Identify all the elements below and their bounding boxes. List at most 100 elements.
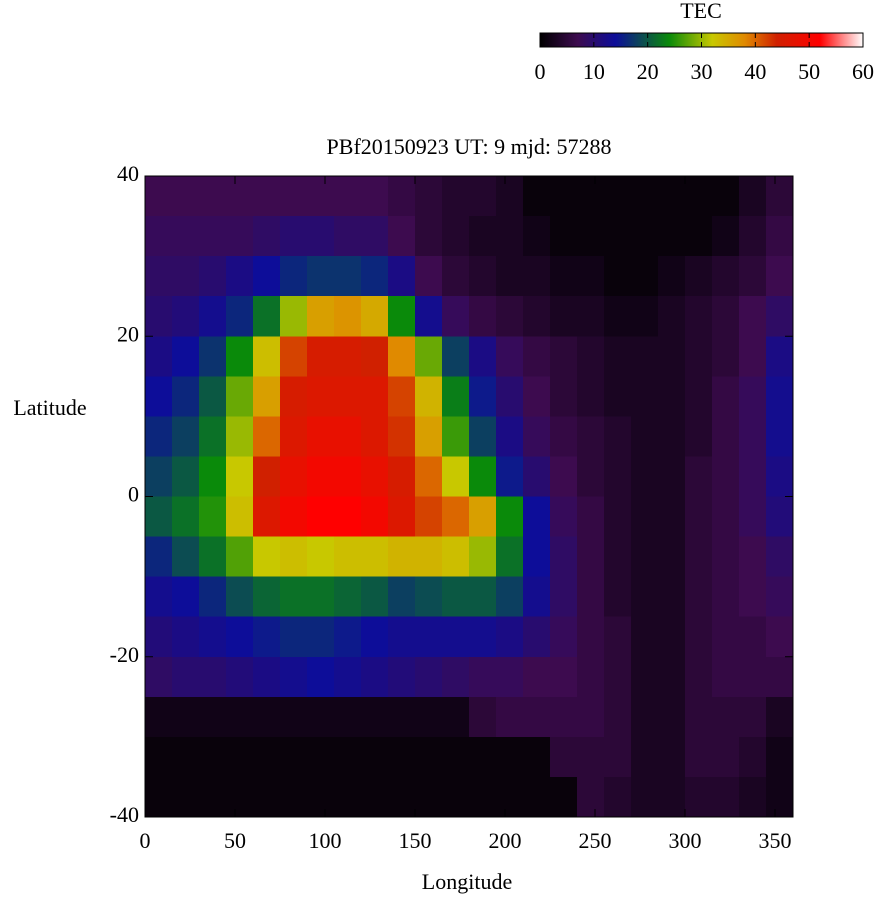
- colorbar-tick-label: 40: [744, 59, 766, 84]
- heatmap-cell: [550, 536, 578, 578]
- heatmap-cell: [334, 616, 362, 658]
- y-tick-label: -40: [110, 802, 139, 827]
- heatmap-cell: [604, 256, 632, 297]
- heatmap-cell: [496, 176, 524, 217]
- heatmap-cell: [604, 616, 632, 658]
- heatmap-cell: [685, 456, 713, 498]
- heatmap-cell: [766, 616, 794, 658]
- heatmap-cell: [523, 536, 551, 578]
- heatmap-cell: [685, 616, 713, 658]
- heatmap-cell: [658, 216, 686, 257]
- heatmap-cell: [604, 776, 632, 818]
- heatmap-cell: [280, 536, 308, 578]
- heatmap-cell: [550, 216, 578, 257]
- heatmap-cell: [442, 176, 470, 217]
- heatmap-cell: [631, 256, 659, 297]
- heatmap-cell: [388, 736, 416, 778]
- heatmap-cell: [442, 576, 470, 618]
- heatmap-cell: [739, 256, 767, 297]
- heatmap-cell: [226, 416, 254, 458]
- heatmap-cell: [766, 456, 794, 498]
- heatmap-cell: [685, 776, 713, 818]
- heatmap-cell: [712, 616, 740, 658]
- colorbar-tick-label: 60: [852, 59, 874, 84]
- heatmap-cell: [307, 736, 335, 778]
- heatmap-cell: [658, 496, 686, 538]
- heatmap-cell: [766, 496, 794, 538]
- heatmap-cell: [523, 736, 551, 778]
- heatmap-cell: [145, 456, 173, 498]
- heatmap-cell: [496, 736, 524, 778]
- heatmap-cell: [199, 456, 227, 498]
- heatmap-cell: [442, 776, 470, 818]
- heatmap-cell: [145, 736, 173, 778]
- heatmap-cell: [577, 376, 605, 417]
- heatmap-cell: [361, 296, 389, 337]
- heatmap-cell: [388, 456, 416, 498]
- heatmap-cell: [496, 536, 524, 578]
- heatmap-cell: [469, 456, 497, 498]
- heatmap-cell: [307, 496, 335, 538]
- heatmap-cell: [253, 536, 281, 578]
- heatmap-cell: [334, 256, 362, 297]
- heatmap-cell: [253, 456, 281, 498]
- heatmap-cell: [685, 496, 713, 538]
- heatmap-cell: [496, 576, 524, 618]
- heatmap-cell: [577, 616, 605, 658]
- chart-title: PBf20150923 UT: 9 mjd: 57288: [327, 134, 612, 159]
- heatmap-cell: [442, 736, 470, 778]
- heatmap-cell: [253, 496, 281, 538]
- heatmap-cell: [199, 336, 227, 377]
- heatmap-cell: [226, 376, 254, 417]
- heatmap-cell: [712, 176, 740, 217]
- heatmap-cell: [307, 336, 335, 377]
- heatmap-cell: [442, 256, 470, 297]
- heatmap-cell: [226, 496, 254, 538]
- heatmap-cell: [415, 336, 443, 377]
- heatmap-cell: [604, 176, 632, 217]
- heatmap-cell: [172, 616, 200, 658]
- heatmap-cell: [766, 296, 794, 337]
- heatmap-cell: [415, 456, 443, 498]
- heatmap-cell: [415, 176, 443, 217]
- heatmap-cell: [199, 536, 227, 578]
- heatmap-cell: [226, 616, 254, 658]
- heatmap-cell: [739, 456, 767, 498]
- heatmap-cell: [523, 576, 551, 618]
- heatmap-cell: [577, 296, 605, 337]
- x-axis-label: Longitude: [422, 869, 512, 894]
- heatmap-cell: [523, 296, 551, 337]
- heatmap-cell: [631, 736, 659, 778]
- heatmap-cell: [415, 776, 443, 818]
- heatmap-cell: [415, 496, 443, 538]
- heatmap-cell: [334, 416, 362, 458]
- heatmap-cell: [550, 496, 578, 538]
- heatmap-cell: [631, 616, 659, 658]
- heatmap-cell: [145, 496, 173, 538]
- heatmap-cell: [550, 376, 578, 417]
- heatmap-cell: [307, 256, 335, 297]
- heatmap-cell: [577, 456, 605, 498]
- heatmap-cell: [388, 696, 416, 738]
- heatmap-cell: [658, 256, 686, 297]
- heatmap-cell: [388, 616, 416, 658]
- colorbar-tick-label: 20: [637, 59, 659, 84]
- heatmap-cell: [361, 576, 389, 618]
- heatmap-cell: [550, 416, 578, 458]
- heatmap-cell: [361, 656, 389, 698]
- x-tick-label: 150: [399, 828, 432, 853]
- heatmap-cell: [469, 416, 497, 458]
- heatmap-cell: [145, 576, 173, 618]
- x-tick-label: 250: [579, 828, 612, 853]
- heatmap-cell: [712, 536, 740, 578]
- heatmap-cell: [496, 336, 524, 377]
- heatmap-cell: [226, 536, 254, 578]
- heatmap-cell: [226, 216, 254, 257]
- heatmap-cell: [577, 696, 605, 738]
- heatmap-cell: [145, 616, 173, 658]
- heatmap-cell: [145, 416, 173, 458]
- heatmap-cell: [604, 536, 632, 578]
- heatmap-cell: [361, 176, 389, 217]
- heatmap-cell: [226, 296, 254, 337]
- heatmap-cell: [766, 776, 794, 818]
